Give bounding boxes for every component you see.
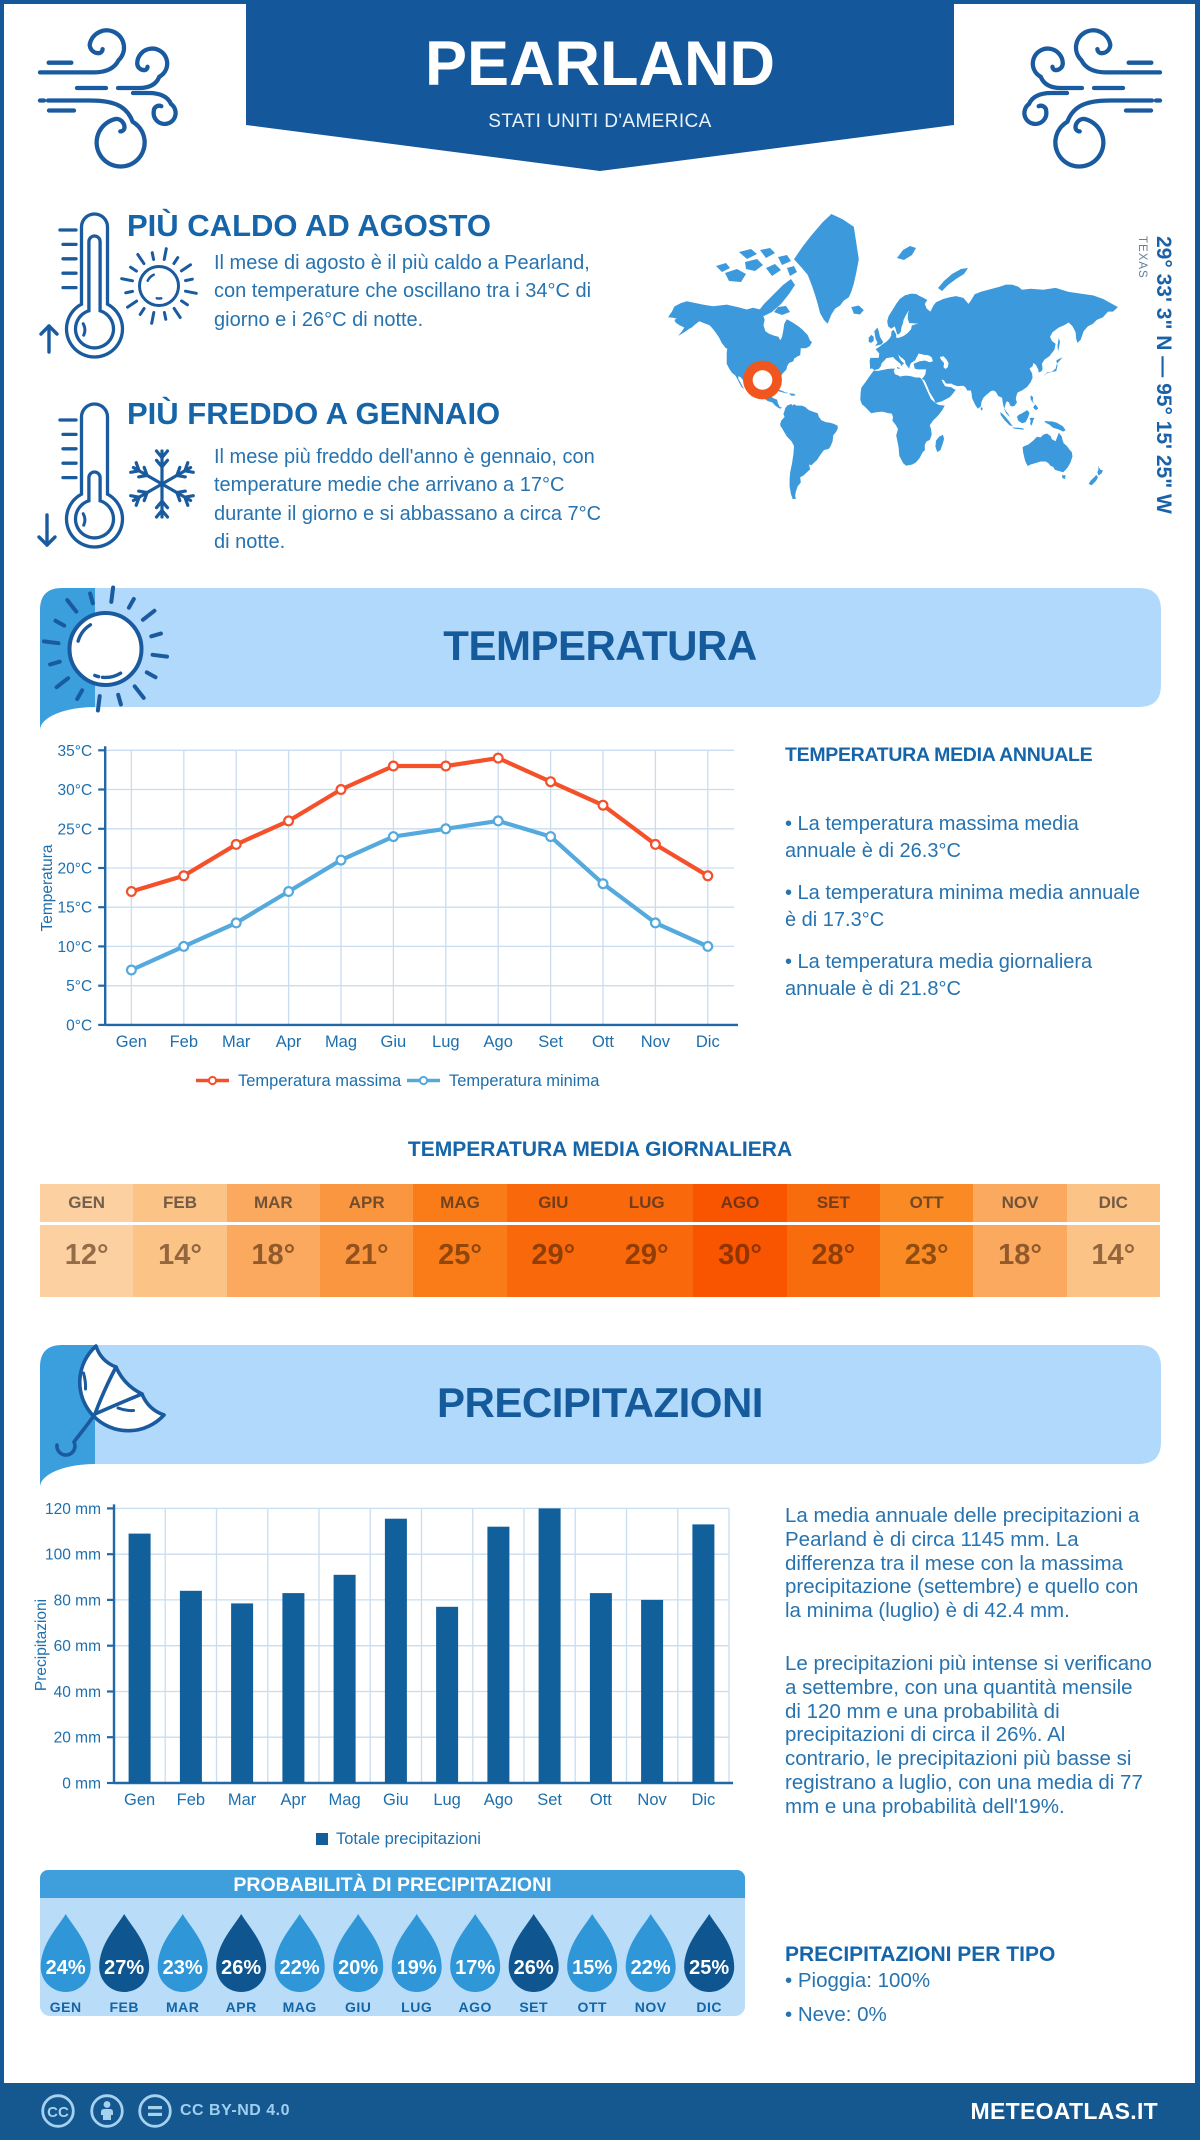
svg-text:35°C: 35°C xyxy=(58,743,93,760)
svg-text:Totale precipitazioni: Totale precipitazioni xyxy=(336,1830,481,1848)
svg-text:0 mm: 0 mm xyxy=(62,1776,101,1793)
svg-text:AGO: AGO xyxy=(459,1999,492,2015)
svg-text:MAG: MAG xyxy=(283,1999,317,2015)
svg-text:LUG: LUG xyxy=(401,1999,432,2015)
svg-text:20%: 20% xyxy=(338,1957,378,1979)
svg-text:SET: SET xyxy=(519,1999,548,2015)
svg-text:Set: Set xyxy=(538,1033,563,1051)
svg-text:30°C: 30°C xyxy=(58,782,93,799)
svg-text:APR: APR xyxy=(226,1999,257,2015)
svg-text:20°C: 20°C xyxy=(58,861,93,878)
svg-text:80 mm: 80 mm xyxy=(54,1592,101,1609)
svg-text:Mar: Mar xyxy=(222,1033,251,1051)
svg-text:Mar: Mar xyxy=(228,1791,257,1809)
svg-text:Gen: Gen xyxy=(124,1791,155,1809)
svg-text:Feb: Feb xyxy=(177,1791,205,1809)
svg-text:GIU: GIU xyxy=(345,1999,371,2015)
svg-text:Precipitazioni: Precipitazioni xyxy=(33,1599,50,1691)
svg-text:FEB: FEB xyxy=(109,1999,139,2015)
svg-text:26%: 26% xyxy=(221,1957,261,1979)
svg-text:Ago: Ago xyxy=(484,1033,513,1051)
svg-text:100 mm: 100 mm xyxy=(45,1547,101,1564)
svg-text:23%: 23% xyxy=(163,1957,203,1979)
svg-text:Ago: Ago xyxy=(484,1791,513,1809)
svg-text:NOV: NOV xyxy=(635,1999,667,2015)
svg-text:40 mm: 40 mm xyxy=(54,1684,101,1701)
svg-text:26%: 26% xyxy=(514,1957,554,1979)
svg-text:Giu: Giu xyxy=(383,1791,409,1809)
svg-text:Dic: Dic xyxy=(691,1791,715,1809)
svg-text:Giu: Giu xyxy=(381,1033,407,1051)
svg-text:120 mm: 120 mm xyxy=(45,1501,101,1518)
svg-text:22%: 22% xyxy=(631,1957,671,1979)
svg-text:Temperatura massima: Temperatura massima xyxy=(238,1072,402,1090)
svg-text:24%: 24% xyxy=(46,1957,86,1979)
svg-text:Lug: Lug xyxy=(433,1791,461,1809)
svg-text:Apr: Apr xyxy=(281,1791,307,1809)
svg-text:25°C: 25°C xyxy=(58,821,93,838)
svg-text:Set: Set xyxy=(537,1791,562,1809)
svg-text:DIC: DIC xyxy=(696,1999,722,2015)
svg-text:22%: 22% xyxy=(280,1957,320,1979)
svg-text:Gen: Gen xyxy=(116,1033,147,1051)
svg-text:Mag: Mag xyxy=(325,1033,357,1051)
svg-text:GEN: GEN xyxy=(50,1999,82,2015)
svg-text:Nov: Nov xyxy=(641,1033,671,1051)
svg-text:25%: 25% xyxy=(689,1957,729,1979)
svg-text:10°C: 10°C xyxy=(58,939,93,956)
svg-text:Dic: Dic xyxy=(696,1033,720,1051)
svg-text:20 mm: 20 mm xyxy=(54,1730,101,1747)
svg-text:27%: 27% xyxy=(104,1957,144,1979)
svg-text:15°C: 15°C xyxy=(58,900,93,917)
svg-text:15%: 15% xyxy=(572,1957,612,1979)
svg-text:Nov: Nov xyxy=(637,1791,667,1809)
svg-text:OTT: OTT xyxy=(577,1999,607,2015)
svg-text:MAR: MAR xyxy=(166,1999,199,2015)
svg-text:Temperatura minima: Temperatura minima xyxy=(449,1072,600,1090)
svg-text:Feb: Feb xyxy=(170,1033,198,1051)
svg-text:Apr: Apr xyxy=(276,1033,302,1051)
svg-text:CC: CC xyxy=(47,2104,69,2121)
svg-text:0°C: 0°C xyxy=(66,1017,92,1034)
svg-text:60 mm: 60 mm xyxy=(54,1638,101,1655)
svg-text:Mag: Mag xyxy=(329,1791,361,1809)
svg-text:Ott: Ott xyxy=(590,1791,612,1809)
svg-text:19%: 19% xyxy=(397,1957,437,1979)
svg-text:Temperatura: Temperatura xyxy=(39,844,56,931)
svg-text:17%: 17% xyxy=(455,1957,495,1979)
svg-text:Lug: Lug xyxy=(432,1033,460,1051)
svg-text:5°C: 5°C xyxy=(66,978,92,995)
svg-text:Ott: Ott xyxy=(592,1033,614,1051)
